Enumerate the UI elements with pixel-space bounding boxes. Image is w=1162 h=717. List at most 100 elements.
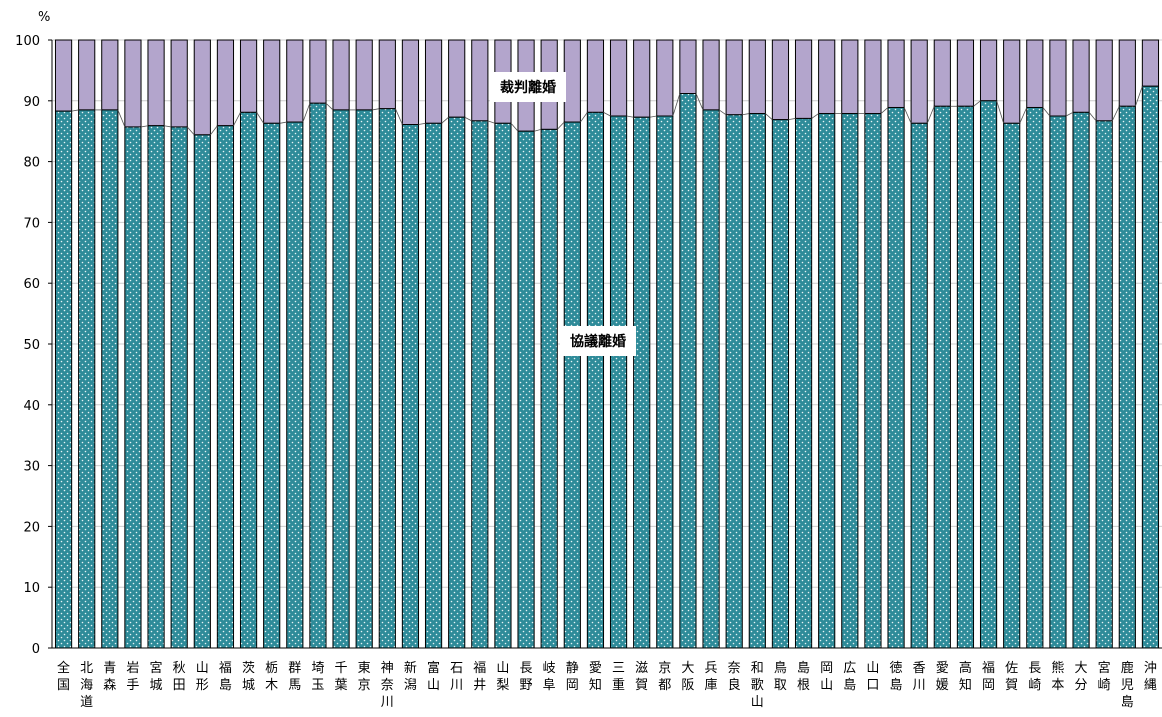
bar-segment-saiban xyxy=(910,39,928,124)
x-tick-label: 木 xyxy=(265,678,278,693)
bar-segment-saiban xyxy=(448,39,466,118)
x-tick-label: 児 xyxy=(1121,678,1134,693)
series-connector-line xyxy=(1019,107,1028,124)
x-tick-label: 福 xyxy=(219,661,232,676)
x-tick-label: 鳥 xyxy=(774,661,787,676)
series-connector-line xyxy=(256,112,264,124)
bar-segment-kyogi xyxy=(1118,105,1136,649)
bar-segment-saiban xyxy=(771,39,790,121)
bar-segment-saiban xyxy=(979,39,998,102)
bar-segment-kyogi xyxy=(748,113,766,649)
x-tick-label: 山 xyxy=(820,678,833,693)
x-tick-label: 石 xyxy=(450,661,463,676)
bar-segment-kyogi xyxy=(1003,122,1021,649)
x-tick-label: 鹿 xyxy=(1121,660,1134,676)
x-tick-label: 岡 xyxy=(820,661,833,676)
y-tick-label: 40 xyxy=(23,399,40,414)
y-tick-label: 90 xyxy=(23,95,40,110)
x-tick-label: 大 xyxy=(1075,661,1088,676)
bar-segment-saiban xyxy=(887,39,905,108)
x-tick-label: 岩 xyxy=(126,661,139,676)
x-tick-label: 馬 xyxy=(288,678,301,693)
bar-segment-kyogi xyxy=(887,106,905,649)
bar-segment-kyogi xyxy=(1095,120,1113,649)
x-tick-label: 兵 xyxy=(705,661,718,676)
bar-segment-kyogi xyxy=(193,134,211,649)
series-connector-line xyxy=(186,126,195,136)
x-tick-label: 知 xyxy=(959,677,972,693)
series-connector-line xyxy=(441,116,449,124)
bar-segment-saiban xyxy=(956,39,975,107)
bar-segment-saiban xyxy=(818,39,836,115)
bar-segment-kyogi xyxy=(1049,115,1067,649)
x-tick-label: 東 xyxy=(358,660,371,676)
bar-segment-kyogi xyxy=(1026,106,1044,649)
bar-segment-kyogi xyxy=(841,113,859,649)
x-tick-label: 山 xyxy=(427,678,440,693)
x-tick-label: 潟 xyxy=(404,678,417,693)
bar-segment-kyogi xyxy=(679,93,697,649)
bar-segment-saiban xyxy=(78,39,96,111)
x-tick-label: 岡 xyxy=(566,678,579,693)
bar-segment-kyogi xyxy=(216,125,235,649)
bar-segment-saiban xyxy=(563,39,581,123)
bar-segment-kyogi xyxy=(401,124,420,649)
series-connector-line xyxy=(140,125,149,128)
bar-segment-kyogi xyxy=(309,102,327,649)
x-tick-label: 国 xyxy=(57,678,70,693)
bar-segment-kyogi xyxy=(933,105,951,649)
bar-segment-kyogi xyxy=(956,105,975,649)
x-tick-label: 野 xyxy=(520,678,533,693)
x-tick-label: 千 xyxy=(335,661,348,676)
annotation-kyogi-rikon: 協議離婚 xyxy=(560,326,636,356)
series-connector-line xyxy=(279,121,287,124)
x-tick-label: 賀 xyxy=(635,678,648,693)
x-tick-label: 玉 xyxy=(311,678,324,693)
bar-segment-saiban xyxy=(1003,39,1021,124)
x-tick-label: 島 xyxy=(890,678,903,693)
x-tick-label: 形 xyxy=(196,678,209,693)
bar-segment-saiban xyxy=(401,39,420,126)
series-connector-line xyxy=(672,93,681,117)
series-connector-line xyxy=(395,108,403,125)
x-tick-label: 埼 xyxy=(311,661,324,676)
bar-segment-saiban xyxy=(864,39,882,115)
bar-segment-saiban xyxy=(147,39,165,127)
x-tick-label: 大 xyxy=(681,661,694,676)
bar-segment-saiban xyxy=(193,39,211,136)
bar-segment-saiban xyxy=(471,39,489,122)
bar-segment-saiban xyxy=(124,39,142,128)
series-connector-line xyxy=(1042,107,1051,117)
x-tick-label: 和 xyxy=(751,661,764,676)
x-tick-label: 崎 xyxy=(1098,678,1111,693)
series-connector-line xyxy=(765,113,773,120)
bar-segment-kyogi xyxy=(170,126,188,649)
series-connector-line xyxy=(811,113,819,119)
bar-segment-saiban xyxy=(841,39,859,115)
bar-segment-kyogi xyxy=(563,121,581,649)
x-tick-label: 田 xyxy=(173,678,186,693)
series-connector-line xyxy=(903,107,912,124)
bar-segment-kyogi xyxy=(1141,85,1160,649)
x-tick-label: 奈 xyxy=(381,678,394,693)
x-tick-label: 香 xyxy=(913,661,926,676)
x-tick-label: 愛 xyxy=(936,661,949,676)
series-connector-line xyxy=(695,93,704,111)
bar-segment-kyogi xyxy=(355,109,373,649)
bar-segment-saiban xyxy=(216,39,235,127)
bar-segment-kyogi xyxy=(124,126,142,649)
bar-segment-kyogi xyxy=(725,114,743,649)
x-tick-label: 京 xyxy=(658,661,671,676)
series-connector-line xyxy=(926,106,935,124)
x-tick-label: 川 xyxy=(450,678,463,693)
bar-segment-kyogi xyxy=(78,109,96,649)
series-connector-line xyxy=(534,128,542,132)
x-tick-label: 根 xyxy=(797,678,810,693)
axis-layer: 0102030405060708090100全国北海道青森岩手宮城秋田山形福島茨… xyxy=(15,34,1162,710)
bar-segment-kyogi xyxy=(540,128,558,649)
bar-segment-kyogi xyxy=(609,115,628,649)
series-connector-line xyxy=(117,109,126,128)
series-connector-line xyxy=(580,112,588,123)
x-tick-label: 口 xyxy=(866,678,879,693)
